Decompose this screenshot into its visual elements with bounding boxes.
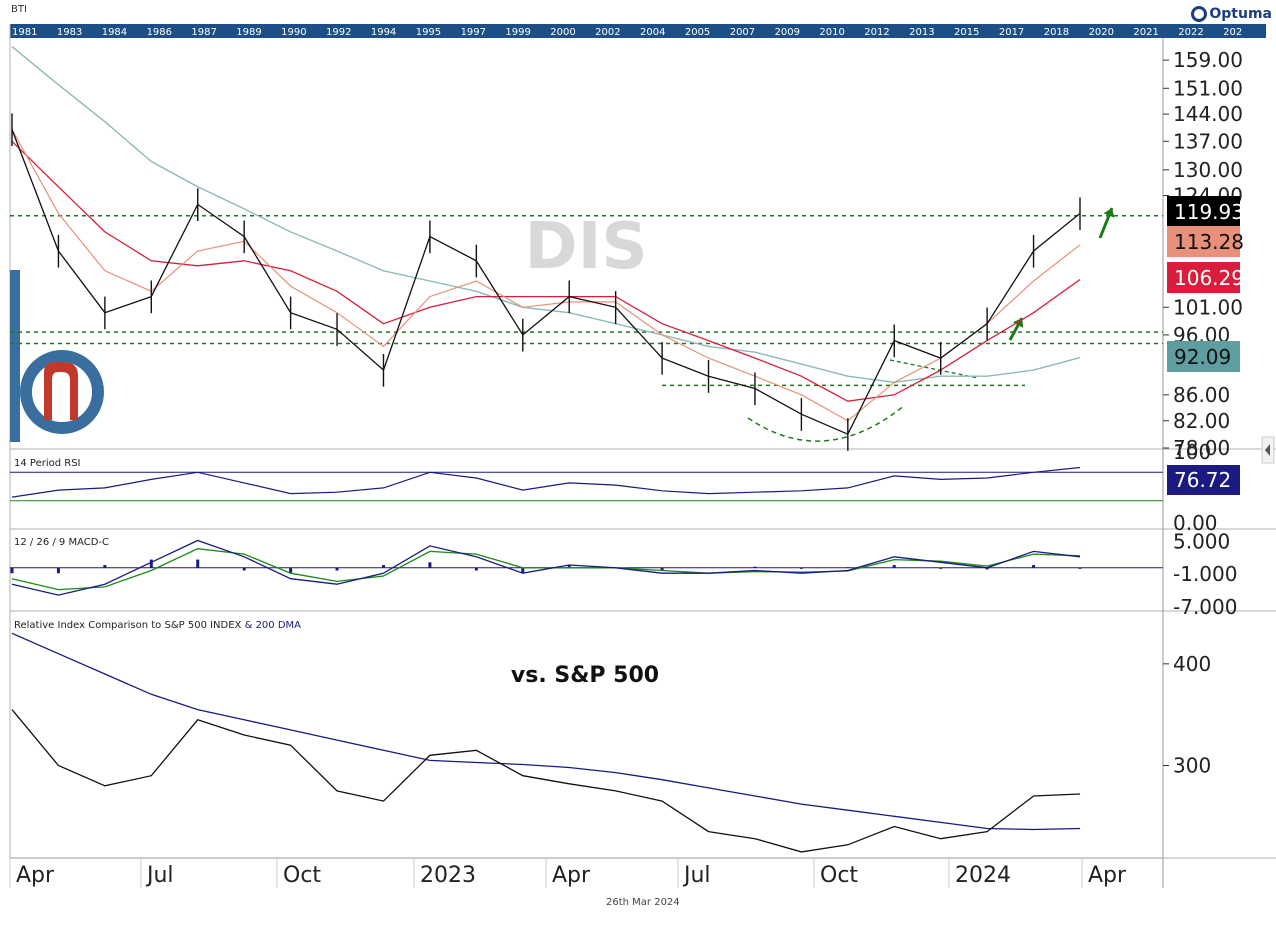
price-badge-bg (1167, 226, 1240, 257)
brand-watermark-glyph (44, 362, 78, 420)
brand-name: Optuma (1209, 6, 1272, 22)
x-axis-tick-label: Apr (16, 863, 55, 888)
macd-series (11, 539, 1081, 596)
year-strip-label: 2010 (819, 27, 844, 38)
ma-long-series (11, 46, 1081, 384)
year-strip-label: 2005 (685, 27, 710, 38)
breakout-arrow-icon-head (1103, 208, 1115, 218)
macd-axis-tick-label: 5.000 (1173, 529, 1230, 553)
relative-panel-title-suffix: & 200 DMA (245, 620, 302, 631)
year-strip-label: 1989 (236, 27, 261, 38)
year-strip-label: 2013 (909, 27, 934, 38)
price-badge: 113.28 (1167, 226, 1244, 257)
x-axis-tick-label: 2023 (420, 863, 476, 888)
price-badge: 119.93 (1167, 196, 1244, 227)
brand-watermark-icon (10, 270, 104, 442)
rsi-series (11, 466, 1081, 498)
year-strip-label: 202 (1223, 27, 1242, 38)
rounding-bottom-annotation (747, 404, 906, 442)
price-badge-value: 119.93 (1174, 200, 1244, 224)
year-strip-label: 2022 (1178, 27, 1203, 38)
year-strip-label: 1987 (191, 27, 216, 38)
price-badge: 106.29 (1167, 262, 1244, 293)
optuma-logo-icon (1191, 6, 1208, 22)
year-strip-label: 1994 (371, 27, 396, 38)
macd-panel-title: 12 / 26 / 9 MACD-C (14, 537, 109, 548)
price-axis-tick-label: 137.00 (1173, 129, 1243, 153)
x-axis-tick-label: Oct (283, 863, 321, 888)
x-axis-tick-label: Apr (1088, 863, 1127, 888)
x-axis-tick-label: Jul (682, 863, 711, 888)
macd-axis-tick-label: -1.000 (1173, 562, 1237, 586)
price-axis-tick-label: 82.00 (1173, 409, 1230, 433)
year-strip-label: 2009 (775, 27, 800, 38)
year-strip-label: 1984 (102, 27, 127, 38)
year-strip-label: 2021 (1133, 27, 1158, 38)
rsi-badge-bg (1167, 465, 1240, 495)
price-badge-value: 106.29 (1174, 266, 1244, 290)
relative-dma-series (11, 632, 1081, 831)
watermark-text: DIS (524, 210, 647, 284)
rsi-axis-tick-label: 0.00 (1173, 511, 1218, 535)
ticker-label: BTI (11, 4, 27, 15)
price-series (11, 129, 1081, 436)
price-badge-value: 92.09 (1174, 345, 1231, 369)
brand-watermark-bar (10, 270, 20, 442)
price-badge-bg (1167, 262, 1240, 293)
year-strip-label: 1999 (505, 27, 530, 38)
price-axis-tick-label: 159.00 (1173, 48, 1243, 72)
trendline-annotation (889, 359, 979, 379)
year-strip-label: 1997 (461, 27, 486, 38)
year-strip-label: 2012 (864, 27, 889, 38)
year-strip-label: 1992 (326, 27, 351, 38)
year-strip-label: 1990 (281, 27, 306, 38)
year-strip-label: 2002 (595, 27, 620, 38)
price-badge-value: 113.28 (1174, 230, 1244, 254)
price-axis-tick-label: 130.00 (1173, 158, 1243, 182)
rsi-panel-title: 14 Period RSI (14, 458, 81, 469)
year-strip-label: 1995 (416, 27, 441, 38)
x-axis-tick-label: 2024 (955, 863, 1011, 888)
x-axis-tick-label: Oct (820, 863, 858, 888)
relative-series (11, 709, 1081, 853)
price-axis-tick-label: 151.00 (1173, 76, 1243, 100)
relative-annotation: vs. S&P 500 (511, 663, 659, 688)
price-axis-tick-label: 78.00 (1173, 436, 1230, 460)
year-strip-label: 2007 (730, 27, 755, 38)
year-strip-label: 2020 (1089, 27, 1114, 38)
price-badge: 92.09 (1167, 341, 1240, 372)
price-axis-tick-label: 86.00 (1173, 383, 1230, 407)
relative-axis-tick-label: 400 (1173, 652, 1211, 676)
year-strip-label: 2000 (550, 27, 575, 38)
price-badge-bg (1167, 341, 1240, 372)
chevron-left-icon (1265, 444, 1270, 456)
footer-date: 26th Mar 2024 (606, 897, 680, 908)
year-strip (10, 24, 1266, 38)
price-badge-bg (1167, 196, 1240, 227)
year-strip-label: 1981 (12, 27, 37, 38)
rsi-badge-value: 76.72 (1174, 468, 1231, 492)
relative-panel-title: Relative Index Comparison to S&P 500 IND… (14, 620, 301, 631)
ma-short-series (11, 129, 1081, 422)
rsi-axis-tick-label: 100 (1173, 440, 1211, 464)
year-strip-label: 2004 (640, 27, 665, 38)
year-strip-label: 2018 (1044, 27, 1069, 38)
x-axis-tick-label: Jul (145, 863, 174, 888)
x-axis-tick-label: Apr (552, 863, 591, 888)
ma-mid-series (11, 140, 1081, 402)
relative-axis-tick-label: 300 (1173, 754, 1211, 778)
macd-axis-tick-label: -7.000 (1173, 595, 1237, 619)
year-strip-label: 2015 (954, 27, 979, 38)
year-strip-label: 1983 (57, 27, 82, 38)
price-axis-tick-label: 101.00 (1173, 295, 1243, 319)
price-axis-tick-label: 144.00 (1173, 102, 1243, 126)
year-strip-label: 1986 (147, 27, 172, 38)
macd-signal-series (11, 548, 1081, 591)
brand-logo: Optuma (1191, 3, 1272, 25)
year-strip-label: 2017 (999, 27, 1024, 38)
brand-watermark-ring (20, 350, 104, 434)
